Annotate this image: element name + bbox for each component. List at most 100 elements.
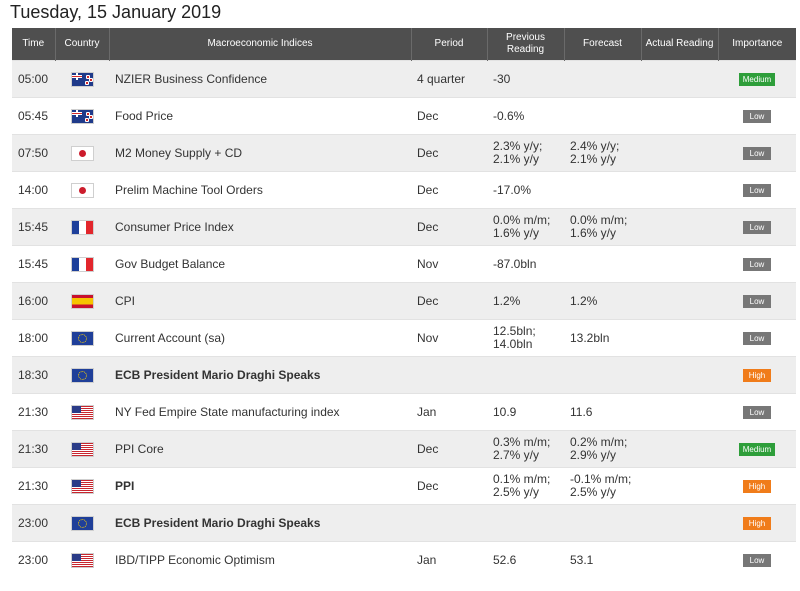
- row-indicator[interactable]: CPI: [109, 282, 411, 320]
- row-country: [55, 97, 109, 135]
- row-time: 23:00: [12, 541, 55, 579]
- jp-flag-icon: [71, 146, 93, 160]
- row-period: Nov: [411, 319, 487, 357]
- row-actual: [641, 467, 718, 505]
- row-forecast: 13.2bln: [564, 319, 641, 357]
- nz-flag-part: [84, 80, 89, 85]
- us-flag-icon: [71, 553, 93, 567]
- row-indicator[interactable]: NY Fed Empire State manufacturing index: [109, 393, 411, 431]
- row-actual: [641, 541, 718, 579]
- row-period: Nov: [411, 245, 487, 283]
- fr-flag-icon: [71, 257, 93, 271]
- row-period: Dec: [411, 430, 487, 468]
- row-indicator[interactable]: Consumer Price Index: [109, 208, 411, 246]
- row-indicator[interactable]: M2 Money Supply + CD: [109, 134, 411, 172]
- row-importance: High: [718, 504, 796, 542]
- header-previous[interactable]: Previous Reading: [486, 28, 564, 61]
- row-actual: [641, 504, 718, 542]
- us-flag-icon: [71, 442, 93, 456]
- previous-value-line: 0.1% m/m;: [493, 472, 551, 486]
- forecast-value-line: 1.2%: [570, 293, 598, 308]
- row-previous: -30: [487, 60, 564, 98]
- row-indicator[interactable]: Prelim Machine Tool Orders: [109, 171, 411, 209]
- row-period: Jan: [411, 541, 487, 579]
- table-row[interactable]: 05:00 NZIER Business Confidence 4 quarter -…: [12, 60, 796, 98]
- nz-flag-part: [71, 109, 82, 117]
- row-time: 21:30: [12, 467, 55, 505]
- nz-flag-part: [85, 74, 90, 79]
- es-flag-icon: [71, 294, 93, 308]
- previous-value-line: 52.6: [493, 552, 517, 567]
- header-country[interactable]: Country: [54, 28, 109, 61]
- table-row[interactable]: 18:30 ECB President Mario Draghi Speaks Hi…: [12, 356, 796, 394]
- row-time: 18:00: [12, 319, 55, 357]
- table-row[interactable]: 14:00 Prelim Machine Tool Orders Dec -17.0%…: [12, 171, 796, 209]
- row-country: [55, 134, 109, 172]
- row-previous: -17.0%: [487, 171, 564, 209]
- row-indicator[interactable]: PPI: [109, 467, 411, 505]
- eu-flag-icon: [71, 516, 93, 530]
- row-country: [55, 245, 109, 283]
- header-indices[interactable]: Macroeconomic Indices: [108, 28, 411, 61]
- header-importance[interactable]: Importance: [717, 28, 796, 61]
- importance-badge: Low: [743, 184, 771, 197]
- row-time: 05:00: [12, 60, 55, 98]
- row-importance: Low: [718, 319, 796, 357]
- importance-badge: Low: [743, 221, 771, 234]
- row-importance: Low: [718, 134, 796, 172]
- table-row[interactable]: 23:00 IBD/TIPP Economic Optimism Jan 52.6 53…: [12, 541, 796, 579]
- table-row[interactable]: 18:00 Current Account (sa) Nov 12.5bln; 14.0…: [12, 319, 796, 357]
- header-forecast[interactable]: Forecast: [563, 28, 641, 61]
- row-indicator[interactable]: ECB President Mario Draghi Speaks: [109, 504, 411, 542]
- us-flag-icon: [71, 479, 93, 493]
- previous-value-line: -17.0%: [493, 182, 532, 197]
- row-actual: [641, 208, 718, 246]
- table-row[interactable]: 15:45 Gov Budget Balance Nov -87.0bln Low: [12, 245, 796, 283]
- fr-flag-icon: [71, 220, 93, 234]
- importance-badge: Medium: [738, 73, 776, 86]
- row-previous: 0.1% m/m; 2.5% y/y: [487, 467, 564, 505]
- table-row[interactable]: 15:45 Consumer Price Index Dec 0.0% m/m; 1.6…: [12, 208, 796, 246]
- table-row[interactable]: 21:30 NY Fed Empire State manufacturing i…: [12, 393, 796, 431]
- row-indicator[interactable]: PPI Core: [109, 430, 411, 468]
- importance-badge: Low: [743, 258, 771, 271]
- row-previous: 1.2%: [487, 282, 564, 320]
- row-previous: 52.6: [487, 541, 564, 579]
- previous-value-line: 2.1% y/y: [493, 152, 540, 166]
- table-row[interactable]: 23:00 ECB President Mario Draghi Speaks Hi…: [12, 504, 796, 542]
- row-indicator[interactable]: NZIER Business Confidence: [109, 60, 411, 98]
- forecast-value-line: 11.6: [570, 404, 593, 419]
- importance-badge: High: [743, 517, 771, 530]
- row-indicator[interactable]: IBD/TIPP Economic Optimism: [109, 541, 411, 579]
- importance-badge: Low: [743, 554, 771, 568]
- forecast-value-line: -0.1% m/m;: [570, 472, 632, 486]
- row-indicator[interactable]: Current Account (sa): [109, 319, 411, 357]
- header-time[interactable]: Time: [12, 28, 55, 61]
- row-actual: [641, 430, 718, 468]
- header-actual[interactable]: Actual Reading: [640, 28, 718, 61]
- row-indicator[interactable]: ECB President Mario Draghi Speaks: [109, 356, 411, 394]
- row-indicator[interactable]: Gov Budget Balance: [109, 245, 411, 283]
- row-previous: -87.0bln: [487, 245, 564, 283]
- table-row[interactable]: 05:45 Food Price Dec -0.6% Low: [12, 97, 796, 135]
- table-row[interactable]: 21:30 PPI Core Dec 0.3% m/m; 2.7% y/y 0.2% m/…: [12, 430, 796, 468]
- row-actual: [641, 393, 718, 431]
- row-previous: [487, 504, 564, 542]
- table-row[interactable]: 21:30 PPI Dec 0.1% m/m; 2.5% y/y -0.1% m/m; 2.…: [12, 467, 796, 505]
- previous-value-line: -87.0bln: [493, 256, 537, 271]
- row-importance: High: [718, 467, 796, 505]
- row-importance: Low: [718, 245, 796, 283]
- row-importance: Medium: [718, 60, 796, 98]
- previous-value-line: 2.7% y/y: [493, 448, 540, 462]
- table-row[interactable]: 07:50 M2 Money Supply + CD Dec 2.3% y/y; 2.1…: [12, 134, 796, 172]
- previous-value-line: 2.3% y/y;: [493, 139, 543, 153]
- table-row[interactable]: 16:00 CPI Dec 1.2% 1.2% Low: [12, 282, 796, 320]
- forecast-value-line: 2.9% y/y: [570, 448, 617, 462]
- forecast-value-line: 2.5% y/y: [570, 485, 617, 499]
- row-period: [411, 504, 487, 542]
- row-actual: [641, 282, 718, 320]
- row-indicator[interactable]: Food Price: [109, 97, 411, 135]
- row-period: Dec: [411, 97, 487, 135]
- forecast-value-line: 53.1: [570, 552, 594, 567]
- header-period[interactable]: Period: [410, 28, 487, 61]
